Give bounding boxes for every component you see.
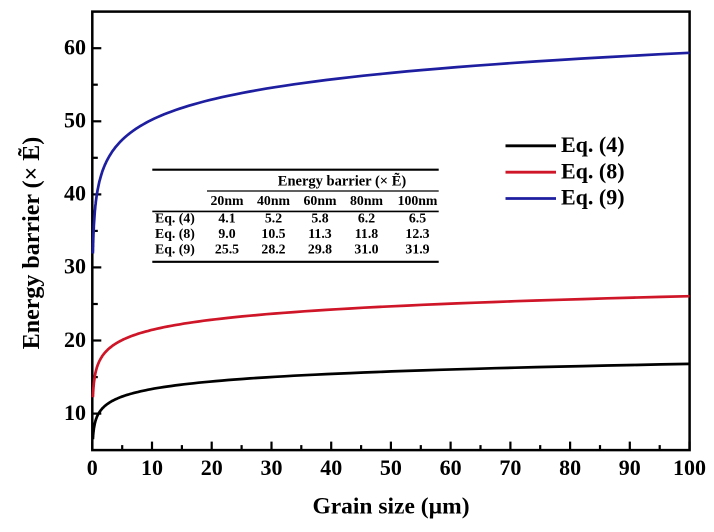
svg-text:5.2: 5.2 [265, 211, 282, 226]
svg-text:10: 10 [141, 455, 163, 480]
svg-text:20: 20 [64, 327, 86, 352]
svg-text:Eq. (4): Eq. (4) [155, 211, 195, 227]
svg-text:40: 40 [64, 181, 86, 206]
svg-text:6.2: 6.2 [358, 211, 375, 226]
svg-text:Eq. (9): Eq. (9) [561, 185, 625, 210]
svg-text:Eq. (4): Eq. (4) [561, 132, 625, 157]
svg-text:60: 60 [64, 35, 86, 60]
svg-text:Energy barrier (× Ẽ): Energy barrier (× Ẽ) [19, 137, 45, 350]
svg-text:100nm: 100nm [398, 193, 438, 208]
svg-text:30: 30 [261, 455, 283, 480]
svg-text:Eq. (8): Eq. (8) [561, 158, 625, 183]
svg-text:Grain size (µm): Grain size (µm) [312, 494, 469, 520]
svg-text:0: 0 [87, 455, 98, 480]
svg-text:40nm: 40nm [257, 193, 290, 208]
svg-text:80nm: 80nm [350, 193, 383, 208]
svg-text:60: 60 [440, 455, 462, 480]
svg-text:9.0: 9.0 [218, 226, 235, 241]
svg-text:50: 50 [64, 108, 86, 133]
svg-text:25.5: 25.5 [215, 242, 239, 257]
svg-text:31.9: 31.9 [405, 242, 429, 257]
svg-text:28.2: 28.2 [261, 242, 285, 257]
svg-text:10: 10 [64, 400, 86, 425]
svg-text:11.8: 11.8 [355, 226, 378, 241]
svg-text:20nm: 20nm [211, 193, 244, 208]
svg-text:29.8: 29.8 [308, 242, 332, 257]
svg-text:31.0: 31.0 [354, 242, 378, 257]
svg-text:10.5: 10.5 [261, 226, 285, 241]
svg-text:90: 90 [619, 455, 641, 480]
svg-text:5.8: 5.8 [311, 211, 328, 226]
svg-text:80: 80 [559, 455, 581, 480]
svg-text:40: 40 [320, 455, 342, 480]
svg-text:60nm: 60nm [304, 193, 337, 208]
svg-text:30: 30 [64, 254, 86, 279]
svg-text:100: 100 [673, 455, 706, 480]
svg-text:Energy barrier (× Ẽ): Energy barrier (× Ẽ) [278, 172, 407, 190]
svg-text:Eq. (8): Eq. (8) [155, 226, 195, 242]
svg-text:11.3: 11.3 [308, 226, 331, 241]
svg-text:50: 50 [380, 455, 402, 480]
svg-text:70: 70 [499, 455, 521, 480]
svg-text:4.1: 4.1 [218, 211, 235, 226]
svg-text:6.5: 6.5 [409, 211, 426, 226]
svg-text:Eq. (9): Eq. (9) [155, 242, 195, 258]
svg-text:12.3: 12.3 [405, 226, 429, 241]
svg-text:20: 20 [201, 455, 223, 480]
